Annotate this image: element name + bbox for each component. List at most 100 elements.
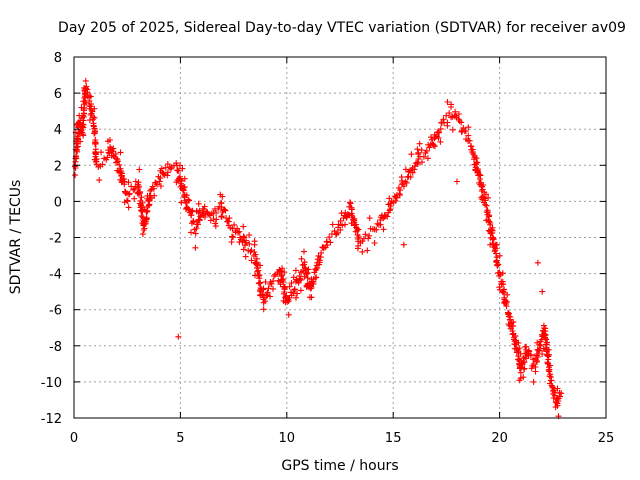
data-point (185, 196, 192, 203)
data-point (164, 169, 171, 176)
data-point (355, 226, 362, 233)
y-tick-label: -8 (49, 340, 62, 355)
data-point (302, 265, 309, 272)
data-point (126, 190, 133, 197)
data-point (135, 183, 142, 190)
data-point (119, 170, 125, 177)
data-point (230, 234, 237, 241)
data-point (150, 185, 157, 192)
data-point (537, 342, 544, 349)
data-point (423, 147, 430, 154)
data-point (468, 143, 475, 150)
data-point (355, 233, 362, 240)
data-point (539, 288, 546, 295)
data-points (71, 77, 565, 420)
data-point (240, 233, 247, 240)
data-point (88, 101, 95, 108)
y-axis-ticks: 8 6 4 2 0 -2 -4 -6 -8 -10 -12 (41, 51, 606, 427)
data-point (117, 149, 124, 156)
data-point (359, 248, 366, 255)
data-point (371, 240, 378, 246)
data-point (83, 99, 89, 106)
data-point (181, 175, 188, 182)
x-tick-label: 10 (279, 431, 296, 446)
data-point (96, 177, 103, 184)
data-point (411, 166, 418, 173)
data-point (400, 241, 407, 248)
data-point (240, 246, 247, 253)
data-point (74, 143, 81, 150)
data-point (138, 194, 145, 201)
data-point (308, 294, 315, 301)
data-point (202, 214, 208, 220)
data-point (294, 290, 301, 297)
data-point (448, 114, 454, 121)
data-point (267, 293, 274, 300)
data-point (543, 339, 550, 346)
data-point (504, 299, 510, 306)
data-point (235, 229, 241, 236)
data-point (254, 268, 261, 275)
data-point (91, 114, 98, 121)
data-point (291, 286, 298, 293)
data-point (470, 151, 477, 158)
data-point (483, 191, 489, 198)
data-point (516, 345, 523, 352)
data-point (125, 191, 132, 198)
data-point (308, 284, 315, 291)
data-point (228, 239, 235, 245)
data-point (239, 238, 246, 245)
data-point (496, 252, 503, 259)
data-point (221, 206, 228, 213)
data-point (528, 365, 535, 372)
data-point (84, 86, 91, 93)
data-point (281, 269, 288, 276)
data-point (517, 369, 524, 376)
data-point (437, 125, 444, 132)
data-point (403, 180, 410, 186)
data-point (546, 351, 552, 358)
data-point (188, 212, 195, 219)
data-point (104, 154, 111, 161)
data-point (521, 365, 528, 372)
data-point (297, 276, 304, 283)
data-point (145, 202, 152, 209)
x-tick-label: 20 (491, 431, 508, 446)
data-point (179, 165, 186, 172)
data-point (316, 259, 323, 266)
data-point (143, 214, 150, 221)
y-tick-label: -12 (41, 412, 62, 427)
data-point (298, 255, 305, 262)
data-point (296, 273, 303, 280)
x-tick-label: 0 (70, 431, 78, 446)
data-point (534, 259, 541, 266)
data-point (124, 198, 131, 205)
data-point (431, 143, 438, 150)
data-point (420, 153, 427, 160)
data-point (365, 235, 372, 242)
data-point (251, 238, 258, 245)
data-point (396, 190, 403, 197)
data-point (242, 242, 248, 249)
data-point (393, 194, 400, 201)
data-point (93, 158, 100, 165)
data-point (507, 313, 514, 320)
data-point (173, 160, 180, 167)
data-point (414, 146, 421, 153)
y-tick-label: -6 (49, 304, 62, 319)
y-tick-label: -2 (49, 232, 62, 247)
data-point (374, 220, 381, 227)
data-point (415, 149, 422, 156)
data-point (528, 351, 534, 358)
data-point (157, 175, 164, 182)
data-point (113, 159, 120, 166)
data-point (180, 184, 187, 191)
data-point (287, 289, 294, 296)
y-tick-label: 4 (54, 123, 62, 138)
data-point (536, 347, 543, 354)
data-point (462, 128, 469, 134)
data-point (448, 104, 454, 110)
data-point (337, 217, 344, 224)
data-point (510, 319, 517, 326)
